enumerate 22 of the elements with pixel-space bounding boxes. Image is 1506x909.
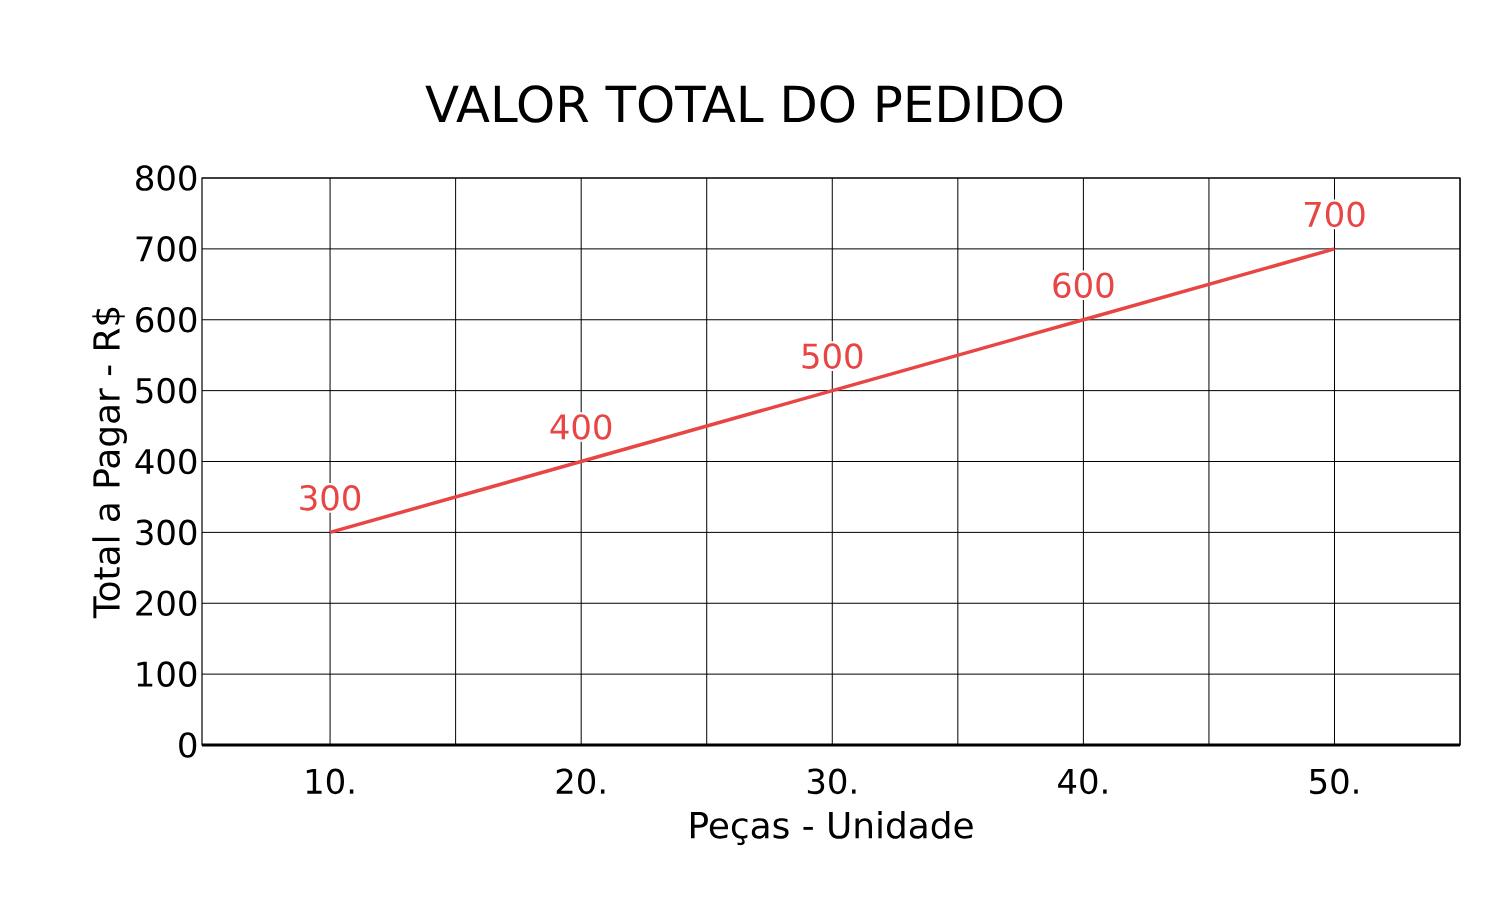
y-tick-label: 500 [136, 377, 197, 404]
data-label: 300 [300, 485, 361, 511]
y-tick-label: 600 [136, 306, 197, 333]
y-tick-label: 800 [136, 165, 197, 191]
y-tick-label: 200 [136, 590, 197, 617]
x-tick-label: 50. [1310, 768, 1358, 795]
x-tick-label: 10. [306, 768, 354, 795]
data-label: 700 [1304, 201, 1365, 228]
data-label: 400 [550, 414, 612, 440]
data-label: 500 [802, 343, 863, 369]
data-label: 600 [1053, 272, 1114, 299]
chart-title: VALOR TOTAL DO PEDIDO [425, 85, 1063, 123]
x-tick-label: 30. [807, 768, 856, 795]
x-tick-label: 40. [1058, 768, 1107, 795]
y-tick-label: 100 [137, 661, 197, 687]
y-tick-label: 400 [135, 448, 197, 475]
x-axis-title: Peças - Unidade [691, 810, 973, 846]
y-tick-label: 700 [136, 236, 197, 262]
y-axis-title: Total a Pagar - R$ [92, 307, 127, 619]
x-tick-label: 20. [556, 768, 605, 795]
y-tick-label: 0 [179, 732, 197, 758]
y-tick-label: 300 [136, 519, 197, 546]
